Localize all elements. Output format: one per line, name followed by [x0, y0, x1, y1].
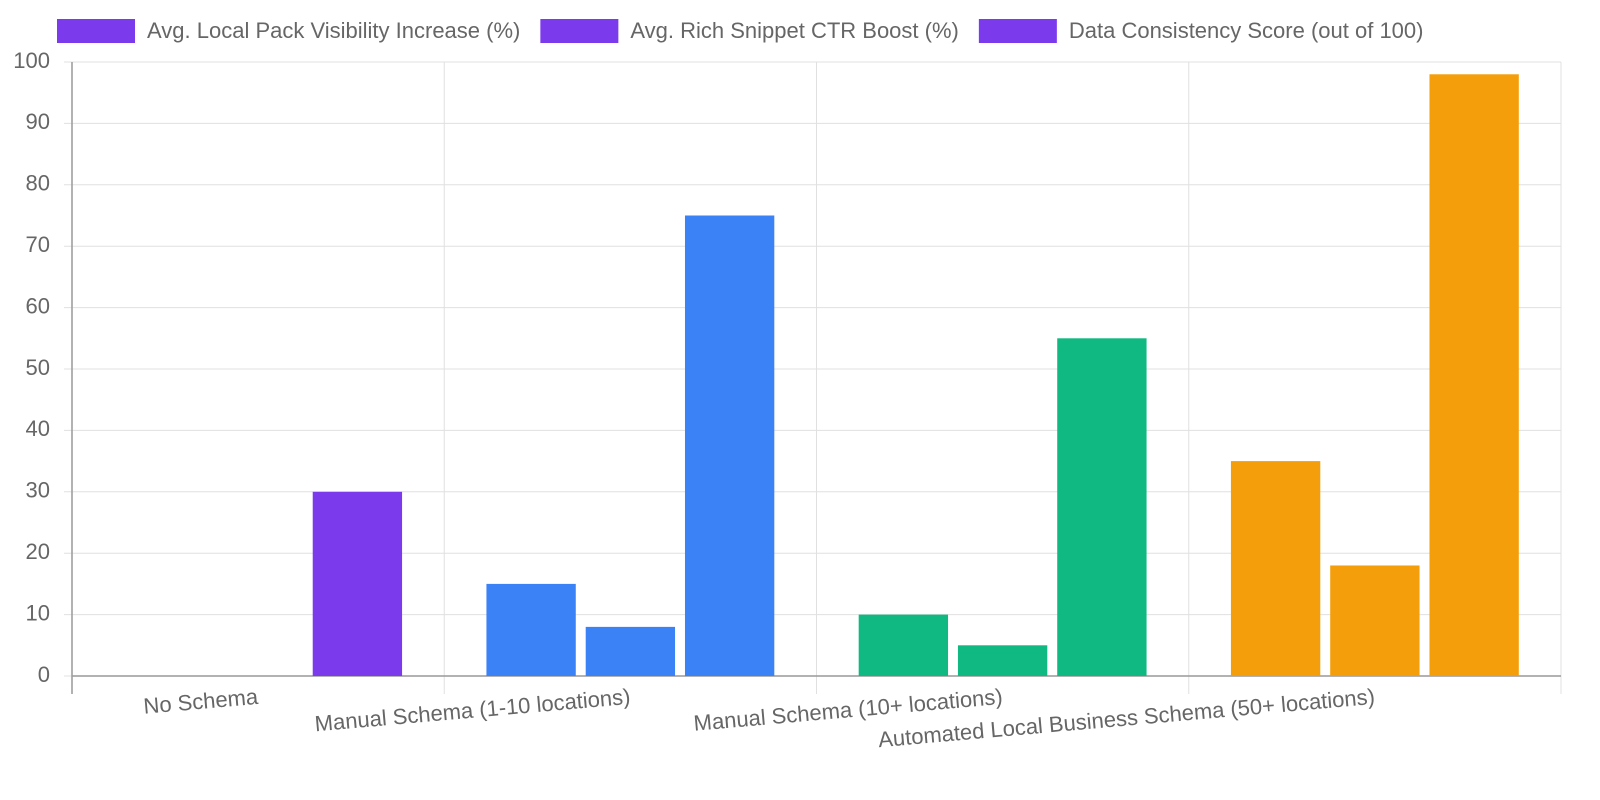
bar	[585, 626, 676, 676]
bar	[312, 491, 403, 676]
bar	[1057, 338, 1147, 676]
x-tick-label: Manual Schema (1-10 locations)	[314, 684, 632, 737]
bar	[957, 645, 1048, 676]
bar	[1429, 74, 1519, 676]
bar	[1330, 565, 1420, 676]
y-tick-label: 40	[26, 416, 50, 441]
legend-label[interactable]: Avg. Rich Snippet CTR Boost (%)	[630, 18, 959, 43]
legend-swatch[interactable]	[540, 19, 619, 43]
y-tick-label: 70	[26, 232, 50, 257]
x-tick-label: No Schema	[142, 684, 259, 719]
legend-swatch[interactable]	[978, 19, 1057, 43]
legend-label[interactable]: Avg. Local Pack Visibility Increase (%)	[147, 18, 520, 43]
bar	[684, 215, 775, 676]
y-tick-label: 10	[26, 600, 50, 625]
bar	[1230, 461, 1321, 676]
y-tick-label: 90	[26, 109, 50, 134]
legend-swatch[interactable]	[57, 19, 135, 43]
y-tick-label: 20	[26, 539, 50, 564]
y-tick-label: 30	[26, 478, 50, 503]
y-tick-label: 0	[38, 662, 50, 687]
y-tick-label: 60	[26, 293, 50, 318]
y-tick-label: 100	[13, 48, 50, 73]
bar	[858, 614, 949, 676]
y-tick-label: 50	[26, 355, 50, 380]
y-tick-label: 80	[26, 171, 50, 196]
legend-label[interactable]: Data Consistency Score (out of 100)	[1069, 18, 1424, 43]
bar	[486, 583, 576, 676]
